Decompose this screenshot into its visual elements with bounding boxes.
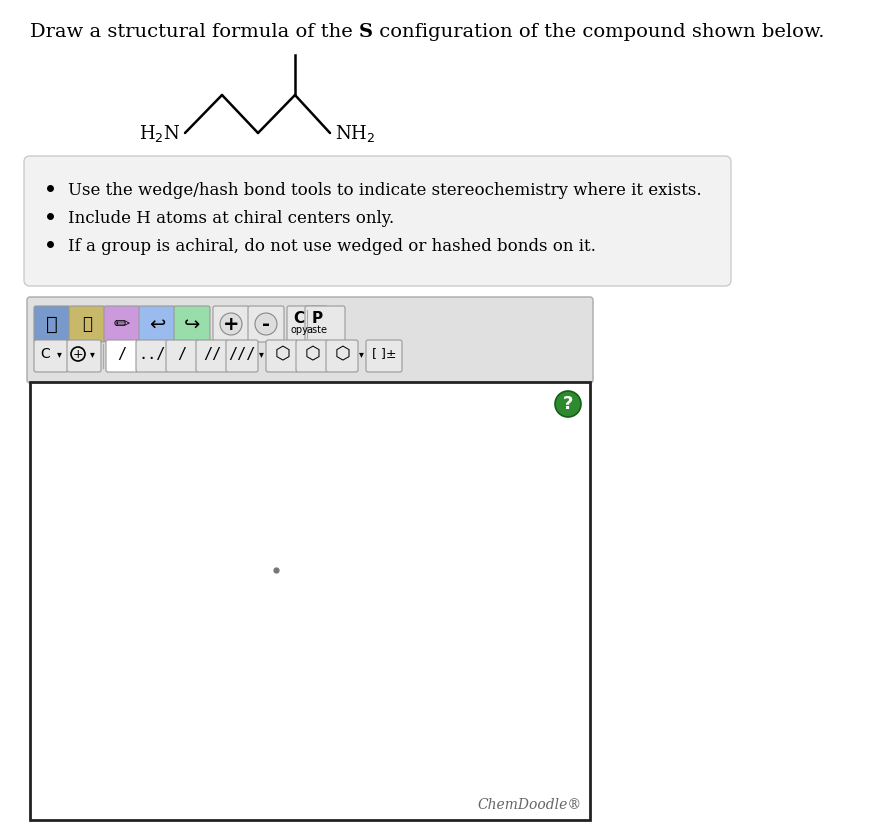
Text: ▾: ▾: [259, 349, 263, 359]
Text: /: /: [118, 346, 126, 362]
Text: S: S: [359, 23, 373, 41]
Text: Draw a structural formula of the: Draw a structural formula of the: [30, 23, 359, 41]
FancyBboxPatch shape: [296, 340, 328, 372]
FancyBboxPatch shape: [67, 340, 101, 372]
FancyBboxPatch shape: [213, 306, 249, 342]
FancyBboxPatch shape: [305, 306, 345, 342]
FancyBboxPatch shape: [104, 306, 140, 342]
Text: +: +: [72, 348, 84, 360]
Text: ../: ../: [139, 346, 166, 362]
Text: NH$_2$: NH$_2$: [335, 123, 375, 144]
Text: ↪: ↪: [184, 315, 201, 334]
Text: H$_2$N: H$_2$N: [139, 123, 180, 144]
Circle shape: [255, 313, 277, 335]
FancyBboxPatch shape: [136, 340, 168, 372]
FancyBboxPatch shape: [34, 306, 70, 342]
FancyBboxPatch shape: [226, 340, 258, 372]
FancyBboxPatch shape: [34, 340, 68, 372]
FancyBboxPatch shape: [326, 340, 358, 372]
FancyBboxPatch shape: [287, 306, 327, 342]
Text: ⬡: ⬡: [334, 345, 350, 363]
Text: 🔑: 🔑: [82, 315, 92, 333]
Text: ▾: ▾: [57, 349, 61, 359]
Text: Use the wedge/hash bond tools to indicate stereochemistry where it exists.: Use the wedge/hash bond tools to indicat…: [68, 182, 702, 199]
FancyBboxPatch shape: [366, 340, 402, 372]
Circle shape: [555, 391, 581, 417]
Text: ⬡: ⬡: [304, 345, 320, 363]
Text: ✋: ✋: [46, 315, 58, 334]
Text: -: -: [262, 315, 270, 334]
Text: aste: aste: [306, 325, 328, 335]
FancyBboxPatch shape: [196, 340, 228, 372]
Text: +: +: [222, 315, 239, 334]
FancyBboxPatch shape: [27, 297, 593, 383]
Text: //: //: [203, 346, 221, 362]
Text: ✏: ✏: [114, 315, 130, 334]
Text: /: /: [177, 346, 187, 362]
Text: ⬡: ⬡: [274, 345, 290, 363]
Text: ↩: ↩: [149, 315, 165, 334]
Text: C: C: [40, 347, 50, 361]
Text: ?: ?: [562, 395, 573, 413]
Bar: [30, 382, 590, 820]
Text: If a group is achiral, do not use wedged or hashed bonds on it.: If a group is achiral, do not use wedged…: [68, 238, 596, 255]
Text: ChemDoodle®: ChemDoodle®: [478, 798, 582, 812]
FancyBboxPatch shape: [139, 306, 175, 342]
FancyBboxPatch shape: [166, 340, 198, 372]
Text: C: C: [294, 310, 304, 325]
Text: P: P: [311, 310, 323, 325]
FancyBboxPatch shape: [106, 340, 138, 372]
Text: ▾: ▾: [358, 349, 364, 359]
FancyBboxPatch shape: [69, 306, 105, 342]
FancyBboxPatch shape: [174, 306, 210, 342]
Text: opy: opy: [290, 325, 308, 335]
Text: [ ]±: [ ]±: [371, 348, 396, 360]
FancyBboxPatch shape: [248, 306, 284, 342]
Text: configuration of the compound shown below.: configuration of the compound shown belo…: [373, 23, 825, 41]
FancyBboxPatch shape: [24, 156, 731, 286]
FancyBboxPatch shape: [266, 340, 298, 372]
Text: ▾: ▾: [90, 349, 94, 359]
Text: Include H atoms at chiral centers only.: Include H atoms at chiral centers only.: [68, 210, 394, 227]
Circle shape: [220, 313, 242, 335]
Text: ///: ///: [228, 346, 255, 362]
